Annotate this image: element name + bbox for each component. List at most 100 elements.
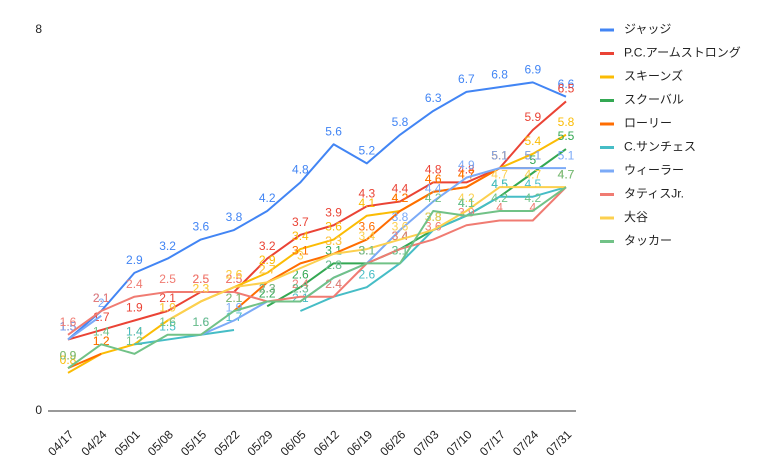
data-label: 4.3 bbox=[358, 186, 375, 200]
data-label: 2.1 bbox=[93, 291, 110, 305]
data-label: 2.7 bbox=[259, 263, 276, 277]
data-label: 4.1 bbox=[358, 196, 375, 210]
data-label: 3.4 bbox=[358, 229, 375, 243]
data-label: 1.5 bbox=[159, 320, 176, 334]
data-label: 3.8 bbox=[392, 210, 409, 224]
legend-label: 大谷 bbox=[624, 210, 648, 224]
data-label: 2.7 bbox=[259, 263, 276, 277]
data-label: 4.1 bbox=[458, 196, 475, 210]
data-label: 0.8 bbox=[60, 353, 77, 367]
data-label: 2.4 bbox=[292, 277, 309, 291]
data-label: 5.1 bbox=[524, 148, 541, 162]
x-tick-label: 06/05 bbox=[278, 427, 309, 458]
data-label: 3.1 bbox=[292, 244, 309, 258]
data-label: 4.6 bbox=[425, 172, 442, 186]
data-label: 5.1 bbox=[491, 148, 508, 162]
data-label: 5.5 bbox=[558, 129, 575, 143]
data-label: 4.4 bbox=[392, 182, 409, 196]
data-label: 3.6 bbox=[192, 220, 209, 234]
data-label: 1.9 bbox=[226, 301, 243, 315]
data-label: 1.2 bbox=[126, 334, 143, 348]
data-label: 6.3 bbox=[425, 91, 442, 105]
data-label: 4.7 bbox=[491, 167, 508, 181]
data-label: 2.1 bbox=[226, 291, 243, 305]
data-label: 3.2 bbox=[159, 239, 176, 253]
data-label: 1.6 bbox=[192, 315, 209, 329]
data-label: 2.9 bbox=[126, 253, 143, 267]
x-tick-label: 04/24 bbox=[78, 427, 109, 458]
data-label: 2.2 bbox=[259, 286, 276, 300]
y-tick-label: 0 bbox=[35, 403, 42, 417]
legend-label: P.C.アームストロング bbox=[624, 46, 741, 60]
x-tick-label: 05/29 bbox=[244, 427, 275, 458]
data-label: 2.5 bbox=[226, 272, 243, 286]
data-label: 5.8 bbox=[392, 115, 409, 129]
data-label: 2.3 bbox=[192, 282, 209, 296]
data-label: 4.2 bbox=[392, 191, 409, 205]
x-tick-label: 07/03 bbox=[410, 427, 441, 458]
x-tick-label: 07/10 bbox=[444, 427, 475, 458]
data-label: 4.2 bbox=[458, 191, 475, 205]
x-tick-label: 04/17 bbox=[45, 427, 76, 458]
data-label: 4.8 bbox=[458, 163, 475, 177]
data-label: 3.8 bbox=[425, 210, 442, 224]
data-label: 2.5 bbox=[192, 272, 209, 286]
data-label: 5.6 bbox=[325, 124, 342, 138]
data-label: 3.1 bbox=[392, 244, 409, 258]
x-tick-label: 05/22 bbox=[211, 427, 242, 458]
data-label: 5.8 bbox=[558, 115, 575, 129]
data-label: 1.9 bbox=[159, 301, 176, 315]
series-line bbox=[67, 186, 567, 336]
data-label: 2.3 bbox=[259, 282, 276, 296]
data-label: 5.1 bbox=[491, 148, 508, 162]
data-label: 4.8 bbox=[292, 163, 309, 177]
data-label: 3.6 bbox=[358, 220, 375, 234]
data-label: 6.5 bbox=[558, 82, 575, 96]
data-label: 3.6 bbox=[325, 220, 342, 234]
series-line bbox=[67, 81, 567, 341]
data-label: 4.9 bbox=[458, 158, 475, 172]
data-label: 4.4 bbox=[425, 182, 442, 196]
data-label: 2.5 bbox=[226, 272, 243, 286]
data-label: 2.6 bbox=[226, 267, 243, 281]
data-label: 1.6 bbox=[192, 315, 209, 329]
data-label: 0.9 bbox=[60, 348, 77, 362]
data-label: 2.3 bbox=[292, 282, 309, 296]
series-line bbox=[67, 100, 567, 341]
data-label: 4.2 bbox=[259, 191, 276, 205]
data-label: 2.6 bbox=[226, 267, 243, 281]
data-label: 1.4 bbox=[126, 324, 143, 338]
legend-label: タッカー bbox=[624, 234, 672, 248]
legend-label: ウィーラー bbox=[624, 163, 684, 177]
data-label: 6.7 bbox=[458, 72, 475, 86]
data-label: 1.9 bbox=[126, 301, 143, 315]
data-label: 1.6 bbox=[60, 315, 77, 329]
data-label: 2.4 bbox=[325, 277, 342, 291]
data-label: 4.8 bbox=[425, 163, 442, 177]
data-label: 1.5 bbox=[60, 320, 77, 334]
data-label: 3.3 bbox=[325, 234, 342, 248]
data-label: 1.2 bbox=[93, 334, 110, 348]
legend-label: タティスJr. bbox=[624, 187, 684, 201]
data-label: 3.3 bbox=[325, 234, 342, 248]
data-label: 2.3 bbox=[292, 282, 309, 296]
data-label: 5.1 bbox=[524, 148, 541, 162]
data-label: 3.8 bbox=[425, 210, 442, 224]
data-label: 2.8 bbox=[325, 258, 342, 272]
data-label: 6.9 bbox=[524, 63, 541, 77]
data-label: 4.7 bbox=[558, 167, 575, 181]
data-label: 5.2 bbox=[358, 144, 375, 158]
data-label: 1.6 bbox=[159, 315, 176, 329]
data-label: 5.9 bbox=[524, 110, 541, 124]
data-label: 3.7 bbox=[292, 215, 309, 229]
data-label: 4.7 bbox=[558, 167, 575, 181]
data-label: 2.6 bbox=[358, 267, 375, 281]
data-label: 1.9 bbox=[159, 301, 176, 315]
data-label: 4.2 bbox=[491, 191, 508, 205]
series-line bbox=[67, 167, 566, 341]
data-label: 2.3 bbox=[259, 282, 276, 296]
data-label: 4.7 bbox=[458, 167, 475, 181]
x-tick-label: 05/15 bbox=[178, 427, 209, 458]
data-label: 2.1 bbox=[93, 291, 110, 305]
series-line bbox=[67, 167, 533, 370]
